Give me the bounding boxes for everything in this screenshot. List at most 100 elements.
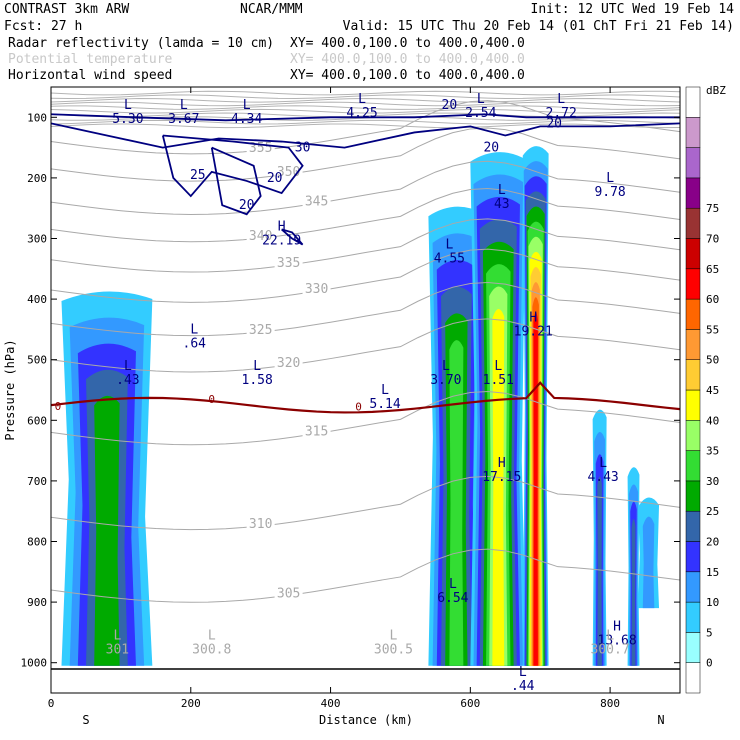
colorbar-swatch: [685, 601, 701, 633]
y-tick-label: 600: [27, 414, 47, 427]
colorbar-swatch: [685, 541, 701, 573]
wind-extremum-type: L: [494, 359, 502, 374]
y-tick-label: 100: [27, 111, 47, 124]
colorbar-tick-label: 75: [706, 202, 719, 215]
theta-extremum-value: 301: [106, 643, 129, 658]
wind-extremum-value: 4.43: [587, 470, 618, 485]
wind-speed-contour: [51, 122, 680, 149]
colorbar-tick-label: 60: [706, 293, 719, 306]
wind-extremum-value: .64: [183, 336, 207, 351]
y-tick-label: 900: [27, 596, 47, 609]
wind-extremum-type: L: [243, 98, 251, 113]
colorbar-swatch: [685, 268, 701, 300]
axes: 0 200 400 600 800100200300400500600700800900…: [21, 87, 680, 710]
colorbar-tick-label: 55: [706, 323, 719, 336]
x-tick-label: 400: [321, 697, 341, 710]
colorbar-swatch: [685, 238, 701, 270]
wind-extremum-value: 2.54: [465, 106, 496, 121]
wind-extremum-type: L: [498, 183, 506, 198]
theta-contour-label: 325: [249, 323, 272, 338]
wind-extremum-type: H: [529, 310, 537, 325]
colorbar-swatch: [685, 420, 701, 451]
wind-extremum-type: H: [613, 619, 621, 634]
theta-contour-upper: [51, 94, 680, 100]
theta-label-bg: [246, 516, 275, 529]
colorbar-tick-label: 20: [706, 536, 719, 549]
wind-contour-label: 25: [190, 168, 206, 183]
theta-extremum-type: L: [113, 629, 121, 644]
wind-extremum-type: L: [445, 238, 453, 253]
theta-contour-upper: [51, 101, 680, 107]
colorbar-tick-label: 65: [706, 263, 719, 276]
freezing-level-label: 0: [55, 400, 62, 413]
theta-contour-label: 335: [277, 256, 300, 271]
model-title: CONTRAST 3km ARW: [4, 2, 129, 17]
colorbar-tick-label: 10: [706, 596, 719, 609]
wind-extremum-value: 4.25: [346, 106, 377, 121]
wind-extremum-value: 5.30: [112, 112, 143, 127]
theta-extremum-value: 300.8: [192, 643, 231, 658]
field-xy-theta: XY= 400.0,100.0 to 400.0,400.0: [290, 52, 525, 67]
y-tick-label: 500: [27, 354, 47, 367]
colorbar-swatch: [685, 147, 701, 179]
theta-contour-label: 305: [277, 586, 300, 601]
reflectivity-band: [642, 516, 655, 609]
theta-contour: [51, 218, 680, 273]
y-tick-label: 1000: [21, 657, 48, 670]
wind-extremum-type: L: [124, 359, 132, 374]
reflectivity-band: [533, 312, 538, 666]
wind-contour-label: 20: [546, 116, 562, 131]
colorbar-tick-label: 50: [706, 354, 719, 367]
theta-label-bg: [302, 282, 331, 295]
theta-label-bg: [302, 424, 331, 437]
reflectivity-shading: [61, 146, 660, 666]
wind-extremum-value: .44: [511, 679, 535, 694]
wind-extremum-value: 1.58: [242, 373, 273, 388]
init-time: Init: 12 UTC Wed 19 Feb 14: [531, 2, 735, 17]
colorbar-swatch: [685, 86, 701, 118]
wind-speed-contour: [51, 113, 680, 122]
wind-contour-label: 20: [442, 98, 458, 113]
theta-contour-label: 345: [305, 194, 328, 209]
institution: NCAR/MMM: [240, 2, 303, 17]
theta-contour-upper: [51, 90, 680, 96]
wind-extremum-value: 5.14: [369, 397, 400, 412]
colorbar-swatch: [685, 510, 701, 542]
x-tick-label: 200: [181, 697, 201, 710]
colorbar-swatch: [685, 298, 701, 330]
theta-contour-upper: [51, 105, 680, 110]
theta-label-bg: [274, 256, 303, 269]
y-tick-label: 300: [27, 233, 47, 246]
wind-extremum-type: L: [253, 359, 261, 374]
wind-extremum-value: 4.34: [231, 112, 262, 127]
theta-contour: [51, 160, 680, 215]
theta-extremum-value: 300.7: [591, 643, 630, 658]
theta-contour-label: 320: [277, 356, 300, 371]
theta-contour: [51, 318, 680, 373]
wind-extremum-value: 1.51: [483, 373, 514, 388]
freezing-level: 0 0 0: [51, 381, 680, 414]
wind-extremum-value: 43: [494, 197, 510, 212]
extrema-labels: L5.30L3.67L4.34L4.25L2.54L2.72L9.78L43H2…: [106, 92, 637, 694]
colorbar-swatch: [685, 207, 701, 239]
wind-extremum-value: 19.21: [514, 324, 553, 339]
reflectivity-band: [449, 340, 464, 666]
colorbar-swatch: [685, 632, 701, 663]
colorbar-tick-label: 25: [706, 505, 719, 518]
theta-label-bg: [246, 323, 275, 336]
x-tick-label: 800: [600, 697, 620, 710]
theta-label-bg: [246, 229, 275, 242]
wind-extremum-value: .43: [116, 373, 139, 388]
wind-extremum-type: L: [124, 98, 132, 113]
theta-contour: [51, 188, 680, 243]
theta-contour: [51, 100, 680, 155]
wind-extremum-value: 9.78: [594, 185, 625, 200]
wind-extremum-type: L: [519, 665, 527, 680]
freezing-level-line: [51, 381, 680, 414]
theta-extremum-type: L: [208, 629, 216, 644]
y-tick-label: 800: [27, 536, 47, 549]
wind-extremum-type: L: [180, 98, 188, 113]
colorbar: dBZ 0 5 10 15 20 25 30 35 40 45 50 55 60 65 70 75: [685, 84, 726, 694]
wind-extremum-value: 3.70: [430, 373, 461, 388]
colorbar-tick-label: 40: [706, 414, 719, 427]
